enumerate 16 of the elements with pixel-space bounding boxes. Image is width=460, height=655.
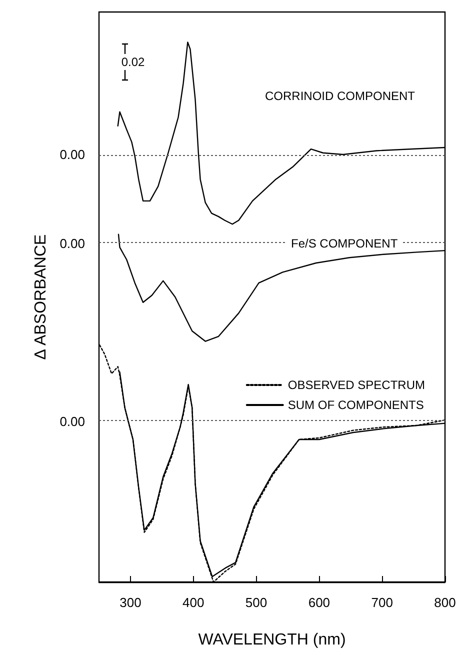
text: 0.00 [60, 414, 85, 430]
x-tick-label: 800 [434, 595, 456, 610]
legend-label: OBSERVED SPECTRUM [288, 378, 426, 392]
text: 0.00 [60, 147, 85, 162]
y-axis-title: Δ ABSORBANCE [32, 234, 50, 360]
x-axis-title: WAVELENGTH (nm) [198, 632, 346, 648]
legend-label: SUM OF COMPONENTS [288, 398, 424, 412]
x-tick-label: 500 [245, 595, 268, 610]
x-tick-label: 400 [182, 595, 204, 610]
annotation: Fe/S COMPONENT [291, 236, 398, 251]
annotation: 0.02 [121, 55, 145, 69]
x-tick-label: 600 [308, 595, 330, 610]
x-tick-label: 300 [120, 595, 142, 610]
annotation: CORRINOID COMPONENT [265, 89, 416, 103]
x-tick-label: 700 [371, 595, 393, 610]
text: 0.00 [60, 236, 85, 252]
